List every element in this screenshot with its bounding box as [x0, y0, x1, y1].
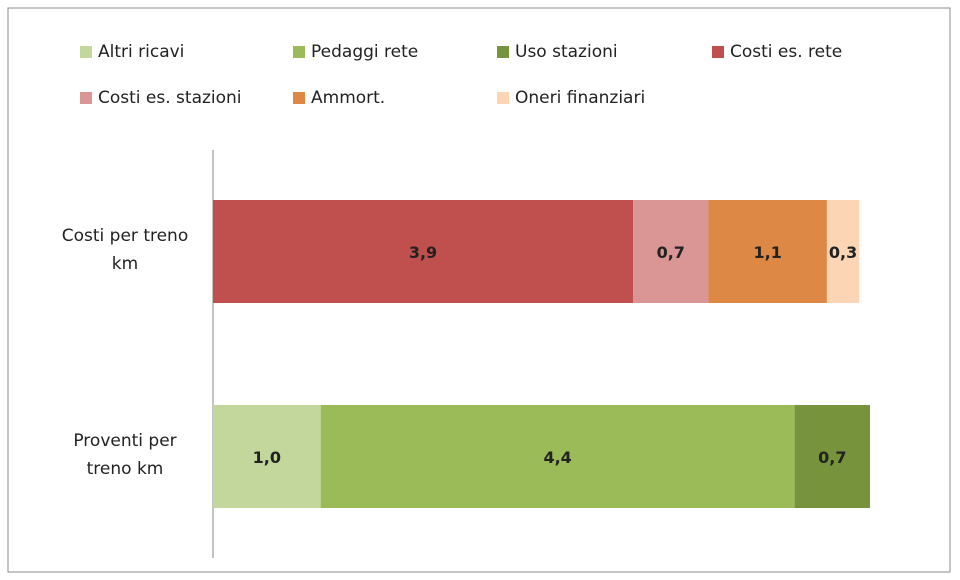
legend-label: Ammort. [311, 88, 385, 108]
data-label: 1,0 [253, 448, 281, 467]
category-label: Costi per treno km [61, 225, 189, 274]
data-label: 4,4 [543, 448, 571, 467]
legend-swatch [712, 46, 724, 58]
legend-label: Costi es. stazioni [98, 88, 242, 108]
legend-swatch [497, 92, 509, 104]
legend-label: Altri ricavi [98, 42, 184, 62]
legend-swatch [80, 46, 92, 58]
category-label: Proventi per treno km [73, 430, 177, 479]
bar-segment [708, 200, 827, 303]
bar-segment [633, 200, 709, 303]
legend-label: Uso stazioni [515, 42, 618, 62]
category-label-box: Proventi per treno km [73, 430, 177, 479]
data-label: 3,9 [409, 243, 437, 262]
data-label: 0,7 [818, 448, 846, 467]
category-label-box: Costi per treno km [61, 225, 189, 274]
data-label: 0,3 [829, 243, 857, 262]
bar-segment [213, 200, 634, 303]
bar-segment [320, 405, 795, 508]
bar-segment [826, 200, 860, 303]
legend-swatch [497, 46, 509, 58]
legend-swatch [293, 92, 305, 104]
data-label: 1,1 [754, 243, 782, 262]
legend-label: Oneri finanziari [515, 88, 645, 108]
data-label: 0,7 [657, 243, 685, 262]
legend-label: Pedaggi rete [311, 42, 418, 62]
bar-segment [794, 405, 870, 508]
bar-segment [213, 405, 321, 508]
legend-swatch [293, 46, 305, 58]
legend-label: Costi es. rete [730, 42, 842, 62]
legend-swatch [80, 92, 92, 104]
